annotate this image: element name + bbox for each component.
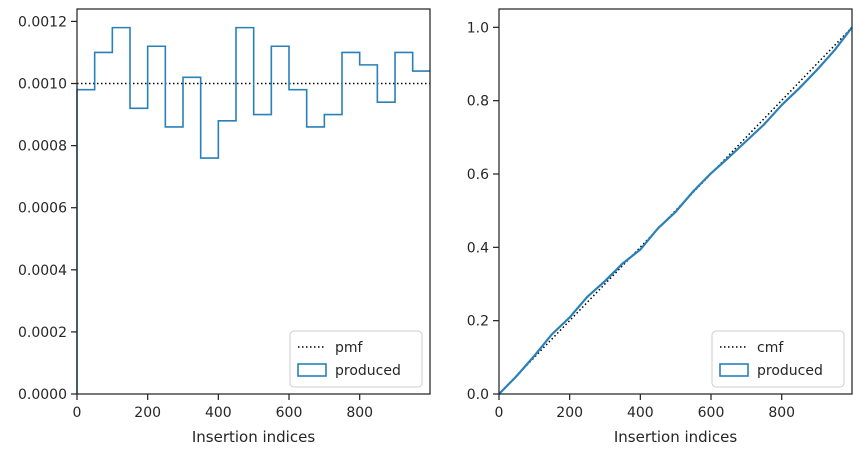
x-tick-label: 600 <box>698 405 725 421</box>
y-tick-label: 0.0004 <box>18 263 67 279</box>
y-tick-label: 0.4 <box>467 240 489 256</box>
produced-histogram-step <box>76 26 430 394</box>
y-tick-label: 0.0002 <box>18 325 67 341</box>
y-tick-label: 0.0010 <box>18 77 67 93</box>
legend-pmf-label: pmf <box>335 340 364 356</box>
legend-cmf-label: cmf <box>757 340 784 356</box>
legend: pmf produced <box>289 330 423 388</box>
x-axis-label: Insertion indices <box>614 428 737 446</box>
right-cmf-panel: 0 200 400 600 800 0.0 0.2 0.4 0.6 0.8 1.0 Insertion… <box>467 8 853 446</box>
x-tick-label: 200 <box>556 405 583 421</box>
axes-frame <box>498 8 853 395</box>
legend-produced-swatch <box>719 363 749 377</box>
legend-produced-label: produced <box>335 363 401 379</box>
x-tick-label: 800 <box>346 405 373 421</box>
legend-box <box>289 330 423 388</box>
y-tick-label: 0.0008 <box>18 139 67 155</box>
x-tick-label: 600 <box>276 405 303 421</box>
x-tick-label: 200 <box>134 405 161 421</box>
legend-produced-label: produced <box>757 363 823 379</box>
y-tick-label: 0.0012 <box>18 14 67 30</box>
cmf-line <box>498 26 853 395</box>
y-tick-label: 0.0006 <box>18 201 67 217</box>
legend: cmf produced <box>711 330 845 388</box>
legend-box <box>711 330 845 388</box>
x-tick-label: 0 <box>495 405 504 421</box>
y-tick-label: 0.2 <box>467 314 489 330</box>
x-tick-label: 800 <box>768 405 795 421</box>
legend-produced-swatch <box>297 363 327 377</box>
y-tick-label: 0.0 <box>467 387 489 403</box>
left-pmf-panel: 0 200 400 600 800 0.0000 0.0002 0.0004 0.0006 0.0… <box>18 8 431 446</box>
x-axis-label: Insertion indices <box>192 428 315 446</box>
x-tick-label: 400 <box>205 405 232 421</box>
y-tick-label: 0.0000 <box>18 387 67 403</box>
y-tick-label: 0.8 <box>467 94 489 110</box>
x-tick-label: 400 <box>627 405 654 421</box>
produced-line <box>498 26 853 395</box>
axes-frame <box>76 8 431 395</box>
y-tick-label: 1.0 <box>467 20 489 36</box>
y-tick-label: 0.6 <box>467 167 489 183</box>
x-tick-label: 0 <box>73 405 82 421</box>
